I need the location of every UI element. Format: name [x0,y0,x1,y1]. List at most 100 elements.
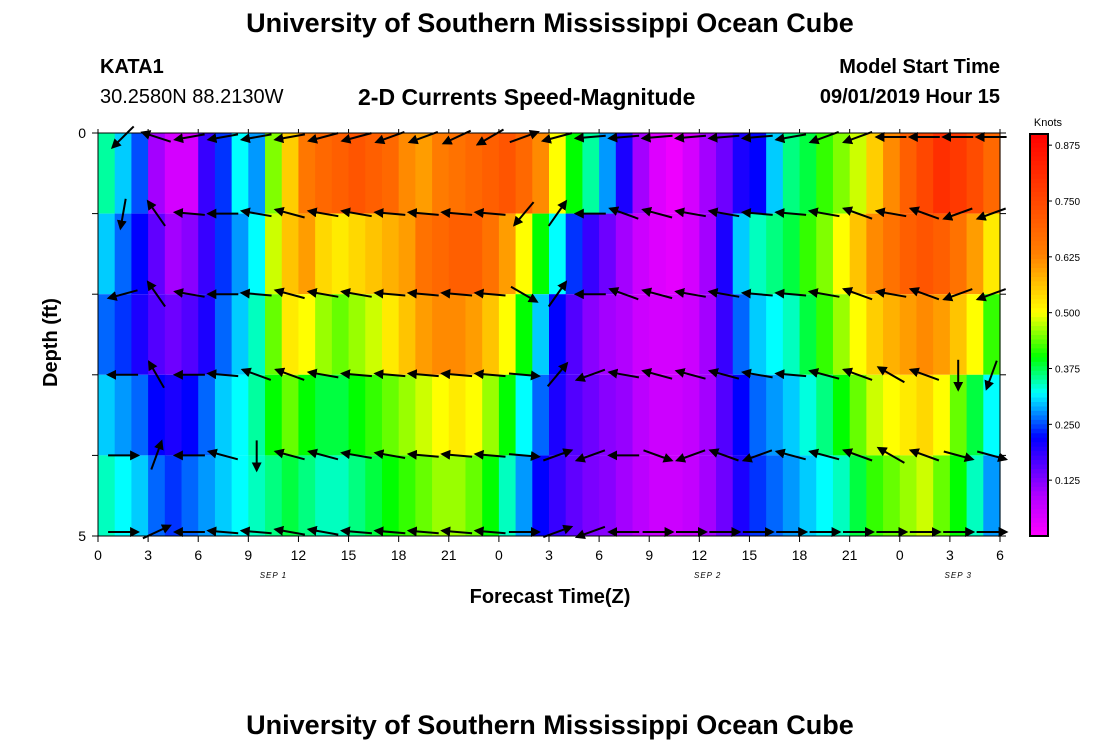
heatmap-cell [181,213,199,295]
colorbar-swatch [1030,410,1048,416]
x-tick-label: 0 [896,547,904,563]
heatmap-cell [448,133,467,214]
heatmap-cell [949,374,968,456]
colorbar-swatch [1030,178,1048,184]
heatmap-cell [98,213,116,295]
heatmap-cell [265,455,283,536]
current-vector-arrow [976,450,1009,463]
heatmap-cell [549,213,567,295]
heatmap-cell [114,294,132,375]
current-vector-arrow [808,448,840,461]
heatmap-cell [398,133,416,214]
colorbar-swatch [1030,254,1048,260]
heatmap-cell [749,133,767,214]
heatmap-cell [198,294,216,375]
current-vector-arrow [740,132,773,143]
colorbar-swatch [1030,464,1048,470]
heatmap-cell [949,213,968,295]
current-vector-arrow [546,361,569,387]
current-vector-arrow [641,368,673,380]
current-vector-arrow [373,526,406,537]
heatmap-cell [632,455,650,536]
heatmap-cell [615,133,634,214]
colorbar-swatch [1030,165,1048,171]
heatmap-cell [665,294,684,375]
colorbar-swatch [1030,290,1048,296]
heatmap-cell [649,294,667,375]
heatmap-cell [248,133,266,214]
colorbar-swatch [1030,250,1048,256]
heatmap-cell [365,455,383,536]
colorbar-swatch [1030,321,1048,327]
colorbar-swatch [1030,433,1048,439]
heatmap-cell [164,374,183,456]
current-vector-arrow [146,199,166,227]
current-vector-arrow [708,448,739,462]
current-vector-arrow [106,289,138,301]
heatmap-cell [582,455,600,536]
colorbar-swatch [1030,455,1048,461]
heatmap-cell [231,294,249,375]
heatmap-cell [265,133,283,214]
heatmap-cell [582,294,600,375]
heatmap-cell [899,374,918,456]
colorbar-swatch [1030,424,1048,430]
colorbar-swatch [1030,482,1048,488]
colorbar-swatch [1030,245,1048,251]
heatmap-cell [682,213,700,295]
current-vector-arrow [273,448,305,461]
heatmap-cell [883,213,901,295]
current-vector-arrow [172,208,205,218]
heatmap-cell [649,455,667,536]
heatmap-cell [565,374,583,456]
heatmap-cell [816,455,834,536]
x-tick-label: 12 [291,547,307,563]
heatmap-cell [549,455,567,536]
heatmap-cell [565,455,583,536]
heatmap-cell [782,133,801,214]
heatmap-cell [632,294,650,375]
current-vector-arrow [440,526,473,537]
current-vector-arrow [406,449,439,460]
heatmap-cell [749,213,767,295]
heatmap-cell [832,374,851,456]
heatmap-cell [148,374,166,456]
current-vector-arrow [340,207,372,218]
heatmap-cell [766,133,784,214]
heatmap-cell [265,213,283,295]
heatmap-cell [699,213,717,295]
current-vector-arrow [741,368,773,379]
heatmap-cell [716,294,734,375]
colorbar-swatch [1030,268,1048,274]
current-vector-arrow [373,449,406,460]
heatmap-cell [231,213,249,295]
colorbar-swatch [1030,174,1048,180]
colorbar-tick-label: 0.500 [1055,309,1080,320]
heatmap-cell [348,374,366,456]
colorbar-swatch [1030,348,1048,354]
colorbar-swatch [1030,477,1048,483]
current-vector-arrow [140,130,172,143]
heatmap-cell [231,455,249,536]
heatmap-cell [699,374,717,456]
current-vector-arrow [774,369,807,380]
heatmap-cell [799,374,817,456]
heatmap-cell [849,374,867,456]
current-vector-arrow [473,288,506,299]
heatmap-cell [248,294,266,375]
heatmap-cell [782,294,801,375]
colorbar-swatch [1030,285,1048,291]
heatmap-cell [832,294,851,375]
heatmap-cell [198,374,216,456]
heatmap-cell [665,374,684,456]
heatmap-cell [632,133,650,214]
heatmap-cell [281,294,300,375]
x-tick-label: 0 [94,547,102,563]
current-vector-arrow [340,132,372,144]
colorbar-swatch [1030,183,1048,189]
current-vector-arrow [307,132,339,144]
colorbar-swatch [1030,294,1048,300]
current-vector-arrow [608,206,639,220]
current-vector-arrow [374,130,405,145]
heatmap-cell [716,374,734,456]
